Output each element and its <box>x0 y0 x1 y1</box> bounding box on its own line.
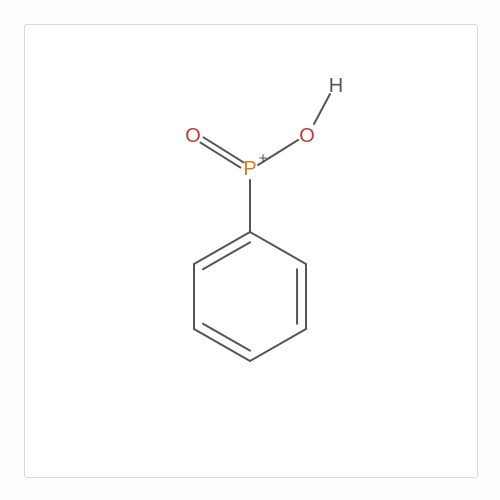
bond-O-H <box>314 94 330 124</box>
bond-P-O-double <box>204 137 244 162</box>
o-atom-label: O <box>185 125 201 147</box>
h-atom-label: H <box>329 75 343 97</box>
charge-label: + <box>259 150 268 167</box>
atoms-layer: P O O H + <box>185 75 343 180</box>
p-atom-label: P <box>243 158 256 180</box>
ring-bond <box>250 329 306 361</box>
molecule-svg: P O O H + <box>0 0 500 500</box>
bond-P-O-double <box>200 143 240 168</box>
ring-bond <box>250 232 306 264</box>
o-atom-label: O <box>299 125 315 147</box>
